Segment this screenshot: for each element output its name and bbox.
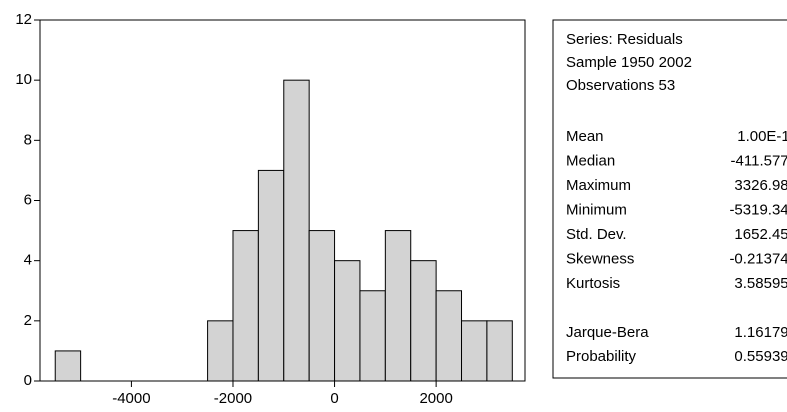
- stat-value: -5319.345: [729, 201, 787, 218]
- stat-label: Mean: [566, 128, 604, 145]
- stat-value: -411.5779: [731, 152, 787, 169]
- histogram-bar: [384, 230, 412, 382]
- x-tick-label: 0: [330, 390, 338, 407]
- y-tick-label: 2: [24, 312, 32, 329]
- histogram-bar: [283, 79, 310, 382]
- histogram-bar: [257, 169, 285, 382]
- y-tick-label: 10: [15, 71, 32, 88]
- stats-header: Observations 53: [566, 77, 675, 94]
- histogram-bar: [334, 260, 361, 382]
- stat-label: Minimum: [566, 201, 627, 218]
- stat-label: Kurtosis: [566, 275, 620, 292]
- stat-label: Maximum: [566, 177, 631, 194]
- y-tick-label: 8: [24, 131, 32, 148]
- y-tick-label: 6: [24, 191, 32, 208]
- histogram-bar: [54, 350, 82, 382]
- stat-value: 0.559397: [734, 348, 787, 365]
- stats-panel: [552, 19, 787, 379]
- stat-value: 1652.453: [734, 226, 787, 243]
- stats-header: Sample 1950 2002: [566, 54, 692, 71]
- stat-value: -0.213745: [729, 250, 787, 267]
- y-tick-label: 4: [24, 252, 32, 269]
- histogram-bar: [461, 320, 488, 382]
- stat-value: 3326.981: [734, 177, 787, 194]
- y-tick-label: 0: [24, 372, 32, 389]
- histogram-bar: [359, 290, 386, 382]
- x-tick-label: 2000: [419, 390, 452, 407]
- stat-label: Median: [566, 152, 615, 169]
- histogram-bar: [308, 230, 336, 382]
- x-tick-label: -2000: [214, 390, 252, 407]
- x-tick-label: -4000: [112, 390, 150, 407]
- histogram-bar: [232, 230, 259, 382]
- stat-label: Std. Dev.: [566, 226, 627, 243]
- histogram-bar: [435, 290, 463, 382]
- stat-value: 1.00E-11: [737, 128, 787, 145]
- y-tick-label: 12: [15, 11, 32, 28]
- histogram-bar: [410, 260, 437, 382]
- histogram-bar: [207, 320, 234, 382]
- stat-label: Skewness: [566, 250, 634, 267]
- stat-label: Probability: [566, 348, 637, 365]
- stat-value: 1.161792: [734, 324, 787, 341]
- stat-value: 3.585958: [734, 275, 787, 292]
- stat-label: Jarque-Bera: [566, 324, 649, 341]
- stats-header: Series: Residuals: [566, 31, 683, 48]
- histogram-bar: [486, 320, 513, 382]
